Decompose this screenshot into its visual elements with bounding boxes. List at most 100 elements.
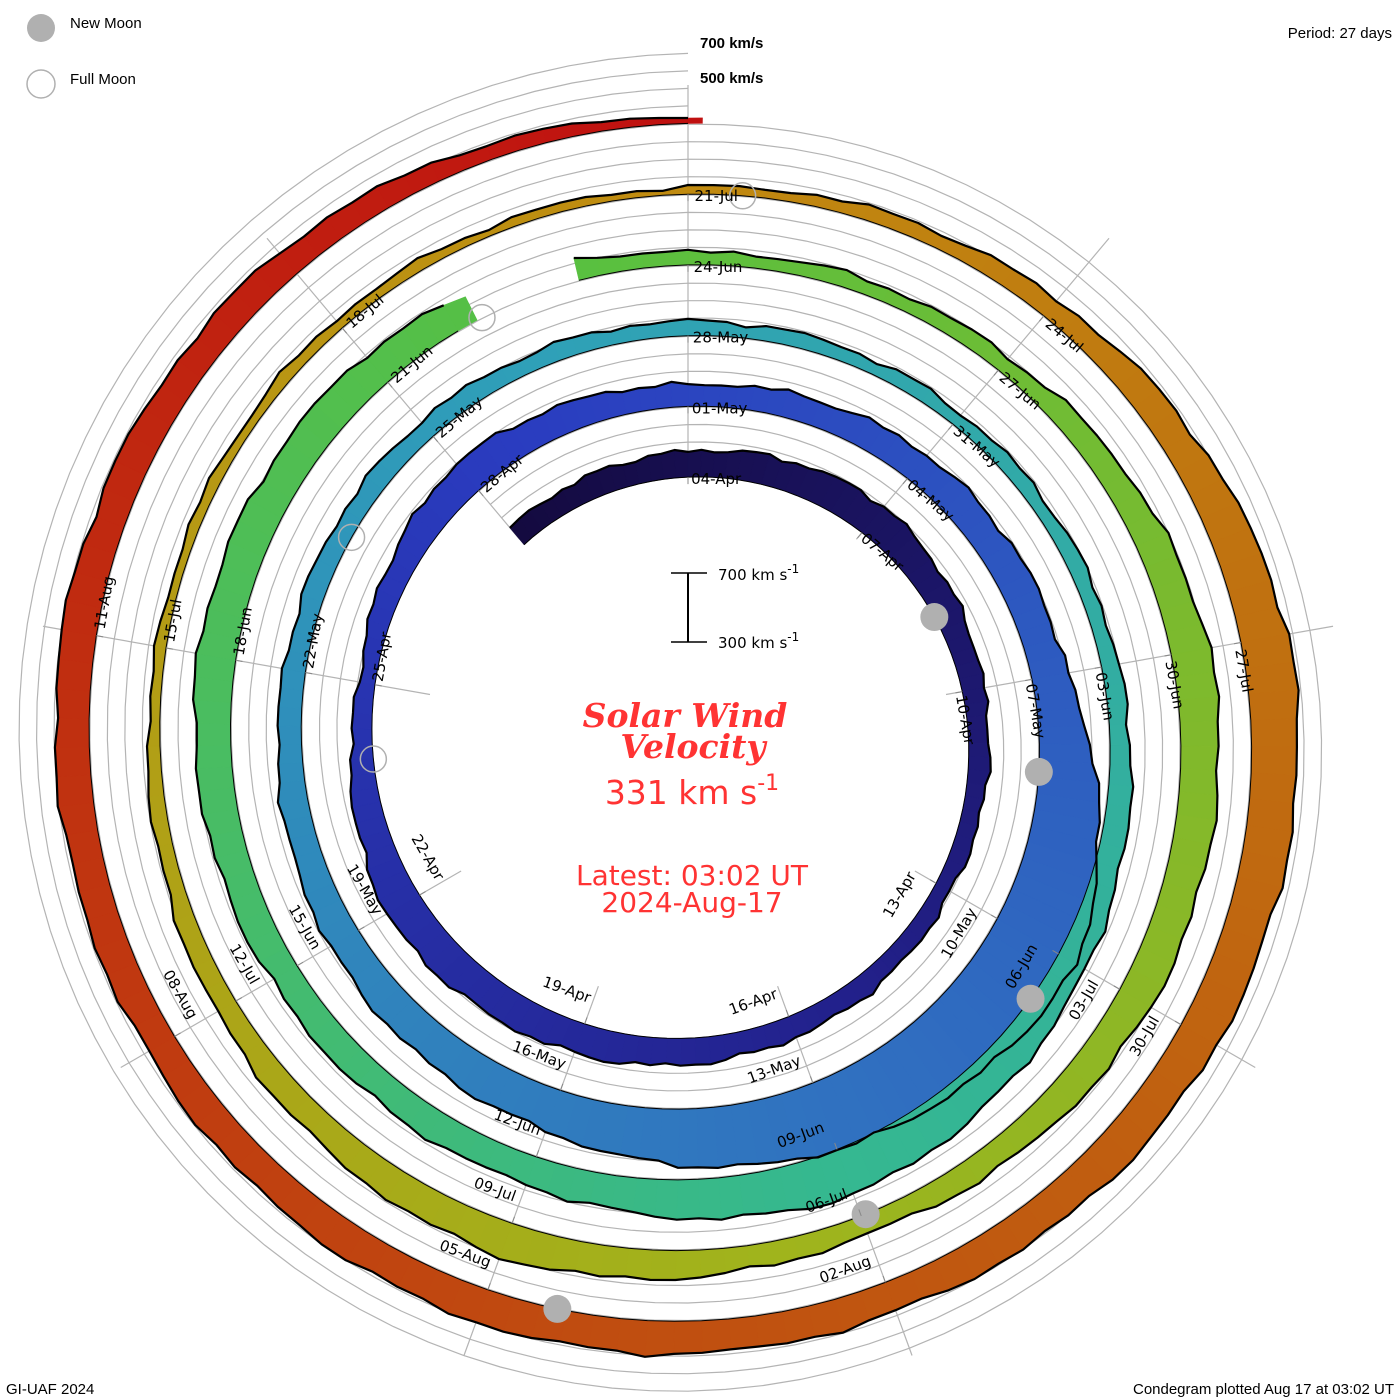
date-tick <box>511 1216 515 1224</box>
chart-title-line2: Velocity <box>620 727 768 766</box>
speed-outline <box>53 116 1300 1358</box>
speed-outline-layer <box>53 116 1300 1358</box>
date-label: 15-Jul <box>160 598 185 644</box>
speed-band-segment <box>694 1036 712 1065</box>
speed-band-segment <box>632 1177 658 1218</box>
speed-band-segment <box>351 727 373 745</box>
speed-band-segment <box>56 774 94 807</box>
date-tick <box>1234 641 1242 645</box>
date-label: 08-Aug <box>159 967 201 1022</box>
date-tick <box>858 1209 862 1217</box>
date-tick <box>235 997 243 1002</box>
new-moon-marker <box>1024 757 1053 786</box>
date-tick <box>487 1283 491 1291</box>
speed-band-segment <box>697 1177 722 1221</box>
period-label: Period: 27 days <box>1288 25 1392 42</box>
scale-label-500: 500 km/s <box>700 70 763 87</box>
speed-band-segment <box>1179 721 1219 747</box>
speed-band-segment <box>278 687 304 709</box>
date-label: 02-Aug <box>817 1252 873 1287</box>
speed-band-segment <box>649 1249 677 1281</box>
speed-band-segment <box>718 1175 744 1221</box>
chart-title-line1: Solar Wind <box>583 696 788 735</box>
date-label: 16-Apr <box>727 984 781 1018</box>
date-tick <box>993 369 999 376</box>
date-tick <box>478 490 484 497</box>
footer-credit: GI-UAF 2024 <box>6 1381 94 1398</box>
new-moon-marker <box>543 1294 572 1323</box>
date-label: 21-Jul <box>695 187 738 205</box>
speed-band-segment <box>1248 689 1299 721</box>
speed-band-segment <box>587 1314 621 1351</box>
speed-band-segment <box>1106 783 1134 808</box>
date-tick <box>809 1076 814 1084</box>
speed-band-segment <box>654 1179 679 1221</box>
speed-band-segment <box>670 381 689 408</box>
speed-band-segment <box>54 717 90 748</box>
speed-band-segment <box>351 712 373 730</box>
speed-band-segment <box>660 449 677 480</box>
speed-band-segment <box>488 216 515 236</box>
speed-band-segment <box>638 386 658 412</box>
date-tick <box>374 684 382 687</box>
speed-band-segment <box>1180 745 1219 772</box>
full-moon-marker <box>337 523 366 552</box>
date-tick <box>1039 315 1045 322</box>
date-label: 01-May <box>692 399 748 417</box>
speed-band-segment <box>56 688 91 720</box>
new-moon-marker <box>920 603 949 632</box>
speed-band-segment <box>1109 744 1131 767</box>
speed-band-segment <box>196 722 232 747</box>
date-tick <box>1052 950 1059 955</box>
date-tick <box>948 423 954 430</box>
date-tick <box>955 691 963 694</box>
speed-band-layer <box>54 117 1299 1358</box>
speed-outline <box>192 304 1135 1221</box>
speed-band-segment <box>277 706 303 727</box>
speed-band-segment <box>277 725 302 746</box>
date-label: 24-Jun <box>694 258 743 276</box>
speed-band-segment <box>728 1315 760 1350</box>
date-tick <box>235 659 243 662</box>
date-tick <box>96 635 104 638</box>
speed-band-segment <box>676 1178 700 1221</box>
speed-band-segment <box>673 1320 703 1355</box>
speed-band-segment <box>665 1037 682 1067</box>
speed-band-segment <box>680 1037 696 1067</box>
speed-band-segment <box>674 449 689 479</box>
date-tick <box>991 914 998 920</box>
date-tick <box>305 672 313 675</box>
date-label: 28-May <box>693 329 749 347</box>
new-moon-legend-icon <box>27 14 55 42</box>
moon-layer <box>337 182 1053 1323</box>
speed-band-segment <box>675 1249 701 1281</box>
date-label: 22-Apr <box>407 831 448 884</box>
current-speed: 331 km s-1 <box>605 771 779 812</box>
speed-band-segment <box>1250 746 1298 776</box>
date-tick <box>857 532 863 539</box>
radial-spoke <box>855 237 1110 540</box>
speed-band-segment <box>1178 768 1218 796</box>
legend-full-moon-label: Full Moon <box>70 71 136 88</box>
speed-band-segment <box>277 744 304 765</box>
scale-bar-bottom-label: 300 km s-1 <box>718 630 799 652</box>
speed-band-segment <box>754 1311 788 1347</box>
speed-band-segment <box>968 742 991 758</box>
speed-band-segment <box>56 658 93 692</box>
full-moon-marker <box>728 182 757 210</box>
speed-band-segment <box>195 766 235 792</box>
date-tick <box>785 1009 790 1017</box>
full-moon-marker <box>468 303 496 332</box>
date-tick <box>559 1083 564 1091</box>
footer-plotted: Condegram plotted Aug 17 at 03:02 UT <box>1133 1381 1394 1398</box>
date-tick <box>341 327 348 334</box>
date-tick <box>1025 678 1033 682</box>
latest-date: 2024-Aug-17 <box>601 886 782 919</box>
baseline-300-kms <box>88 122 1253 1322</box>
date-tick <box>387 381 393 388</box>
date-tick <box>165 647 173 650</box>
full-moon-legend-icon <box>26 69 56 99</box>
date-tick <box>902 478 908 485</box>
date-tick <box>1113 985 1121 990</box>
